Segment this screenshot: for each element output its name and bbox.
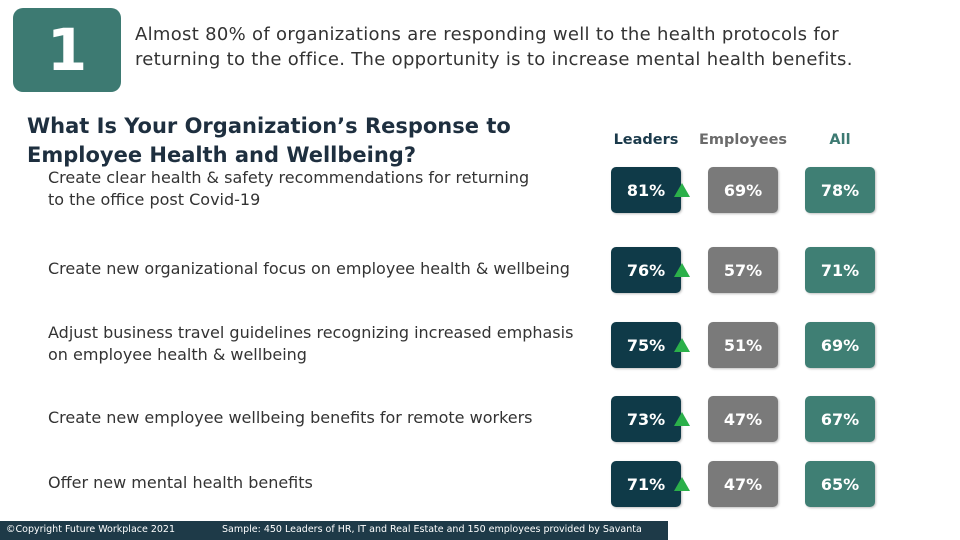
copyright: ©Copyright Future Workplace 2021 (6, 524, 176, 535)
value-box: 69% (805, 322, 875, 368)
question-title: What Is Your Organization’s Response to E… (27, 112, 511, 170)
label-line: on employee health & wellbeing (48, 345, 307, 364)
column-header: Employees (698, 132, 788, 148)
footer-bar: ©Copyright Future Workplace 2021 Sample:… (0, 521, 668, 540)
title-line: What Is Your Organization’s Response to (27, 114, 511, 138)
label-line: Create clear health & safety recommendat… (48, 168, 530, 187)
headline-line: Almost 80% of organizations are respondi… (135, 24, 840, 45)
value-box: 76% (611, 247, 681, 293)
column-header: Leaders (613, 132, 679, 148)
value-box: 57% (708, 247, 778, 293)
value-box: 51% (708, 322, 778, 368)
row-label: Offer new mental health benefits (48, 472, 313, 494)
section-number: 1 (13, 8, 121, 92)
label-line: Create new employee wellbeing benefits f… (48, 408, 533, 427)
value-box: 78% (805, 167, 875, 213)
title-line: Employee Health and Wellbeing? (27, 143, 417, 167)
headline-line: returning to the office. The opportunity… (135, 49, 853, 70)
up-arrow (674, 477, 690, 491)
value-box: 73% (611, 396, 681, 442)
row-label: Adjust business travel guidelines recogn… (48, 322, 573, 366)
up-arrow (674, 263, 690, 277)
label-line: Adjust business travel guidelines recogn… (48, 323, 574, 342)
value-box: 81% (611, 167, 681, 213)
up-arrow (674, 183, 690, 197)
value-box: 47% (708, 461, 778, 507)
row-label: Create clear health & safety recommendat… (48, 167, 529, 211)
row-label: Create new organizational focus on emplo… (48, 258, 570, 280)
value-box: 69% (708, 167, 778, 213)
value-box: 65% (805, 461, 875, 507)
row-label: Create new employee wellbeing benefits f… (48, 407, 533, 429)
value-box: 71% (611, 461, 681, 507)
value-box: 71% (805, 247, 875, 293)
sample-note: Sample: 450 Leaders of HR, IT and Real E… (222, 524, 642, 535)
up-arrow (674, 412, 690, 426)
value-box: 47% (708, 396, 778, 442)
label-line: Offer new mental health benefits (48, 473, 313, 492)
value-box: 67% (805, 396, 875, 442)
value-box: 75% (611, 322, 681, 368)
column-header: All (829, 132, 851, 148)
up-arrow (674, 338, 690, 352)
label-line: to the office post Covid-19 (48, 190, 261, 209)
label-line: Create new organizational focus on emplo… (48, 259, 570, 278)
headline: Almost 80% of organizations are respondi… (135, 22, 853, 72)
